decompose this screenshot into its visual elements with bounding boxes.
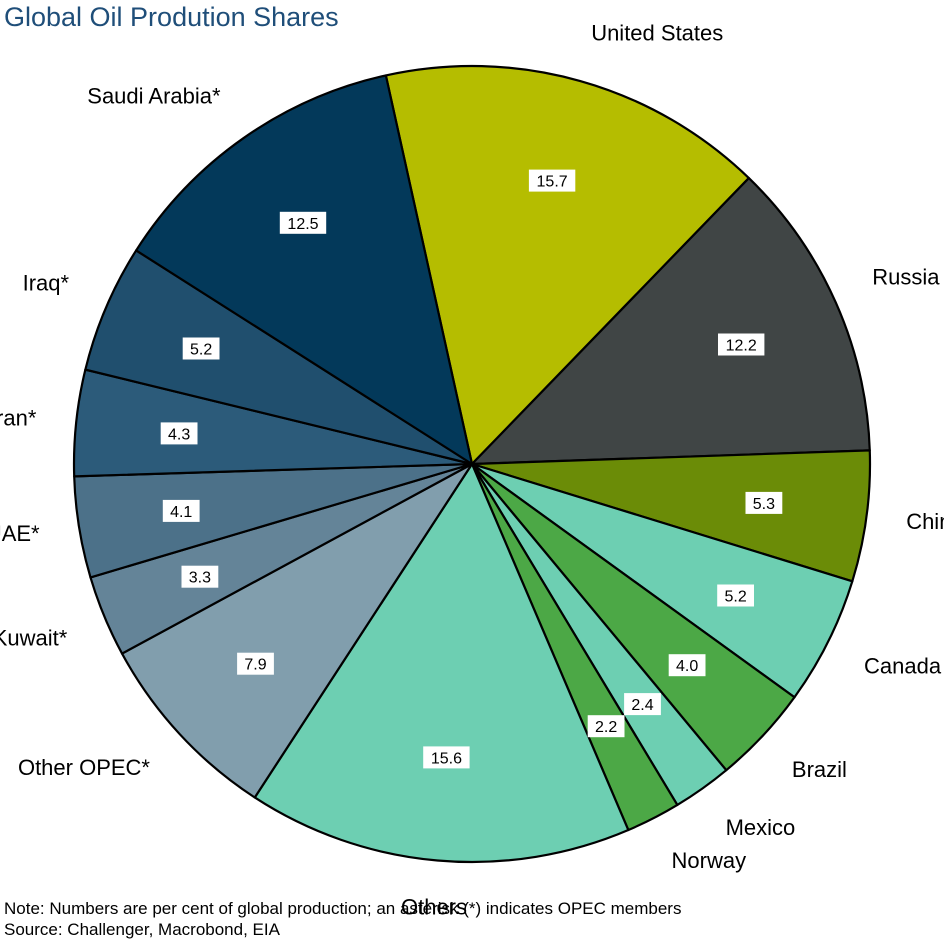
value-label-iraq: 5.2 (190, 342, 212, 359)
value-label-box-iraq (182, 337, 220, 360)
category-label-others: Others (401, 894, 467, 919)
category-label-kuwait: Kuwait* (0, 626, 68, 651)
pie-slice-other-opec (120, 462, 474, 799)
pie-slice-saudi-arabia (135, 74, 474, 466)
value-label-china: 5.3 (753, 496, 775, 513)
value-label-box-others (423, 746, 470, 769)
value-label-box-iran (160, 422, 198, 445)
value-label-box-norway (587, 715, 625, 738)
category-label-saudi-arabia: Saudi Arabia* (87, 83, 221, 108)
value-label-other-opec: 7.9 (244, 657, 266, 674)
category-label-brazil: Brazil (792, 757, 847, 782)
value-label-box-saudi-arabia (279, 211, 327, 234)
value-label-russia: 12.2 (726, 338, 757, 355)
value-label-canada: 5.2 (724, 589, 746, 606)
category-label-iran: Iran* (0, 406, 37, 431)
value-label-box-china (745, 491, 783, 514)
value-label-brazil: 4.0 (676, 658, 698, 675)
value-label-united-states: 15.7 (537, 174, 568, 191)
value-label-box-brazil (668, 654, 706, 677)
value-label-iran: 4.3 (168, 426, 190, 443)
category-label-other-opec: Other OPEC* (18, 755, 150, 780)
value-label-mexico: 2.4 (631, 697, 653, 714)
category-label-norway: Norway (672, 848, 747, 873)
value-label-box-other-opec (237, 652, 274, 675)
category-label-china: China (906, 509, 944, 534)
value-label-saudi-arabia: 12.5 (287, 216, 318, 233)
chart-title: Global Oil Prodution Shares (4, 2, 339, 32)
category-label-canada: Canada (864, 654, 942, 679)
chart-source: Source: Challenger, Macrobond, EIA (4, 920, 280, 939)
value-label-box-united-states (528, 169, 576, 192)
category-label-united-states: United States (591, 21, 723, 46)
value-label-box-kuwait (181, 565, 219, 588)
value-label-box-russia (718, 333, 765, 356)
pie-slice-united-states (384, 64, 750, 466)
value-label-others: 15.6 (431, 750, 462, 767)
value-label-box-mexico (624, 693, 661, 716)
value-label-uae: 4.1 (170, 504, 192, 521)
category-label-iraq: Iraq* (23, 270, 70, 295)
value-label-norway: 2.2 (595, 719, 617, 736)
category-label-mexico: Mexico (726, 815, 796, 840)
pie-slice-russia (470, 176, 871, 466)
category-label-uae: UAE* (0, 521, 40, 546)
value-label-box-uae (162, 499, 200, 522)
value-label-kuwait: 3.3 (189, 570, 211, 587)
category-label-russia: Russia (872, 264, 940, 289)
chart-note: Note: Numbers are per cent of global pro… (4, 899, 682, 918)
value-label-box-canada (717, 584, 754, 607)
pie-slice-others (253, 462, 630, 864)
